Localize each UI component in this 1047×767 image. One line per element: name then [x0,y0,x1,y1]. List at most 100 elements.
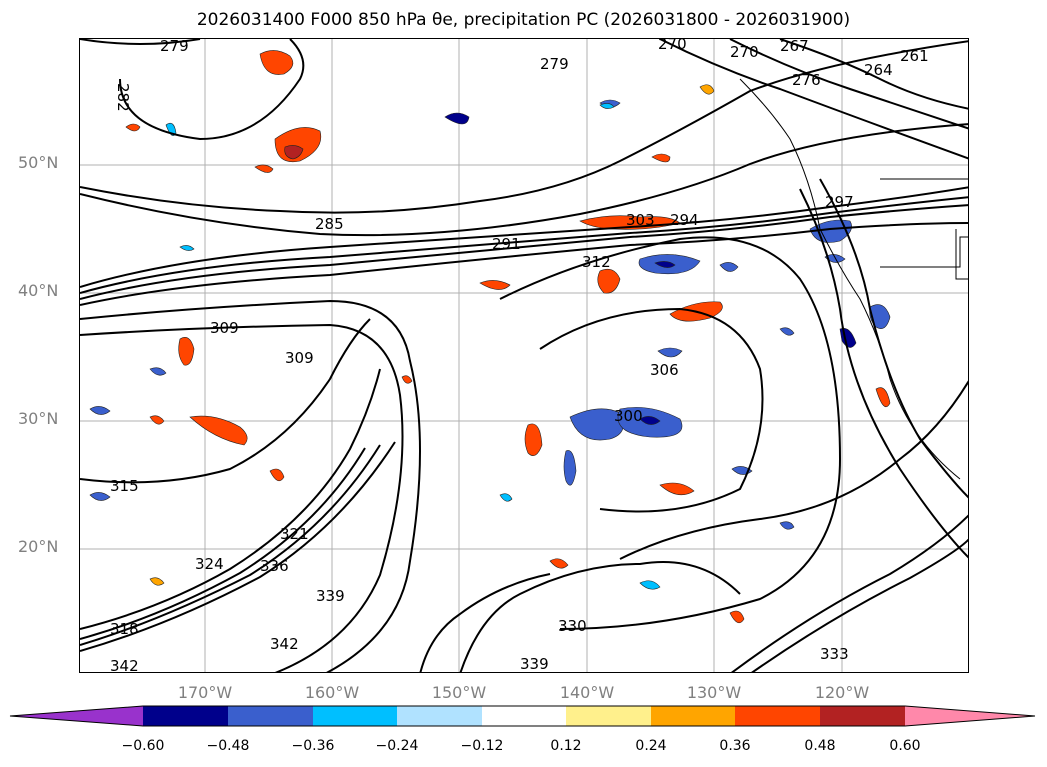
contour-label: 339 [520,655,549,673]
colorbar-extend-high [905,706,1035,726]
colorbar-segment [313,706,397,726]
precip-blob [479,280,511,290]
contour-label: 309 [285,349,314,367]
contour-label: 294 [670,211,699,229]
contour-label: 279 [540,55,569,73]
contour-330 [80,441,396,652]
precip-blob [659,482,695,496]
precip-blob [654,261,676,268]
precip-blob [639,580,661,590]
precip-blob [549,558,569,569]
precip-blob [639,416,661,425]
contour-321 [80,368,381,630]
contour-label: 276 [792,71,821,89]
precip-blob [149,577,165,586]
contour-label: 330 [558,617,587,635]
colorbar-tick: 0.24 [635,738,667,754]
contour-312 [80,323,404,672]
contour-label: 339 [316,587,345,605]
colorbar-tick: −0.12 [460,738,504,754]
contour-270 [659,39,968,160]
lat-label-20n: 20°N [18,537,59,556]
lat-label-40n: 40°N [18,281,59,300]
precip-blob [651,153,671,163]
colorbar-outline [9,705,1036,727]
contour-300 [80,222,968,306]
precip-blob [444,112,470,125]
precip-blob [869,304,891,329]
colorbar-segment [566,706,651,726]
theta-e-contours [80,39,968,672]
colorbar-segment [820,706,905,726]
contour-label: 267 [780,39,809,55]
contour-303 [539,307,764,513]
precip-blob [657,347,683,358]
precip-positive-areas [125,50,891,624]
map-svg: 279 279 282 285 291 294 297 300 303 306 … [80,39,968,673]
lon-label-140w: 140°W [559,683,615,702]
contour-label: 309 [210,319,239,337]
precip-blob [269,468,285,482]
contour-339 [459,561,741,672]
contour-327 [80,444,381,646]
precip-blob [875,387,891,407]
contour-label: 282 [114,83,132,112]
precip-blob [569,408,624,441]
precip-blob [254,164,274,173]
contour-336 [751,538,968,672]
border-state-2 [955,229,968,280]
precip-blob [499,493,513,502]
contour-288 [80,123,968,237]
precip-blob [729,610,745,624]
colorbar-tick: −0.60 [121,738,165,754]
contour-label: 270 [730,43,759,61]
contour-label: 303 [626,211,655,229]
contour-label-group: 279 279 282 285 291 294 297 300 303 306 … [110,39,929,673]
colorbar-tick: 0.48 [804,738,836,754]
precip-blob [125,123,141,132]
precip-blob [149,415,165,425]
contour-label: 285 [315,215,344,233]
precip-blob [178,337,195,366]
colorbar-segment [228,706,313,726]
colorbar [9,705,1036,727]
precip-blob [779,521,795,530]
contour-label: 279 [160,39,189,55]
colorbar-tick: 0.36 [719,738,751,754]
contour-309 [80,299,421,672]
precip-blob [599,103,615,109]
contour-label: 270 [658,39,687,53]
colorbar-tick: −0.48 [206,738,250,754]
precip-blob [563,450,577,486]
colorbar-tick: 0.12 [550,738,582,754]
lon-label-120w: 120°W [814,683,870,702]
precip-blob [699,84,715,95]
precip-blob [524,423,543,456]
contour-324 [80,447,366,640]
contour-label: 315 [110,477,139,495]
colorbar-segment [143,706,228,726]
contour-294 [80,196,968,294]
contour-label: 264 [864,61,893,79]
colorbar-extend-low [10,706,143,726]
contour-label: 333 [820,645,849,663]
graticule [80,39,968,672]
precip-blob [179,245,195,251]
precip-negative-areas [89,99,891,590]
colorbar-segment [397,706,482,726]
precip-blob [719,262,739,272]
colorbar-tick: −0.36 [291,738,335,754]
contour-285 [80,40,968,214]
contour-318 [619,380,968,560]
precip-blob [284,145,304,160]
contour-label: 318 [110,620,139,638]
coastline [739,78,968,480]
contour-coast-1 [799,188,968,559]
precip-blob [779,327,795,336]
contour-306 [499,236,842,630]
colorbar-tick: 0.60 [889,738,921,754]
lon-label-170w: 170°W [177,683,233,702]
colorbar-segment [651,706,735,726]
map-panel: 279 279 282 285 291 294 297 300 303 306 … [79,38,969,673]
contour-label: 336 [260,557,289,575]
